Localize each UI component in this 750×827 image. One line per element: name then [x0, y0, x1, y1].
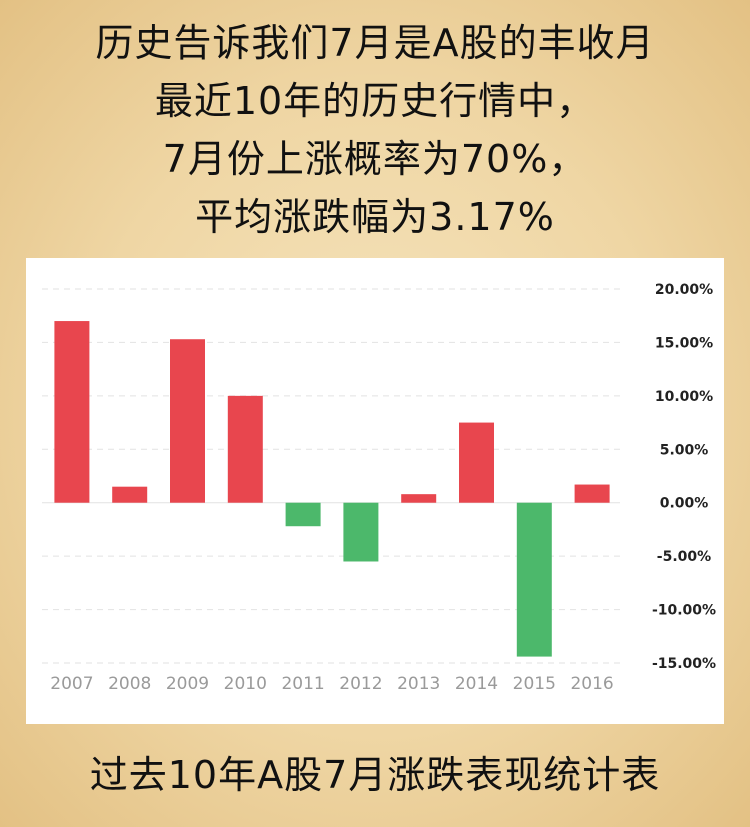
- bar-2013: [401, 494, 437, 503]
- chart-panel: 20.00% 15.00% 10.00% 5.00% 0.00% -5.00% -10.00…: [26, 258, 724, 724]
- headline: 历史告诉我们7月是A股的丰收月 最近10年的历史行情中， 7月份上涨概率为70%…: [0, 14, 750, 246]
- x-tick-label: 2013: [397, 674, 440, 694]
- bar-2015: [516, 502, 552, 657]
- x-tick-label: 2012: [339, 674, 382, 694]
- bar-2016: [574, 484, 610, 503]
- bar-2012: [343, 502, 379, 562]
- x-tick-label: 2010: [224, 674, 267, 694]
- x-tick-label: 2015: [513, 674, 556, 694]
- y-tick-label: 15.00%: [655, 335, 713, 351]
- x-tick-label: 2007: [50, 674, 93, 694]
- y-tick-label: 0.00%: [660, 496, 709, 512]
- y-tick-label: -10.00%: [652, 603, 716, 619]
- headline-line-1: 历史告诉我们7月是A股的丰收月: [95, 21, 655, 65]
- bar-2010: [227, 395, 263, 503]
- bar-2014: [459, 422, 494, 503]
- y-tick-label: -5.00%: [657, 549, 711, 565]
- y-tick-label: 10.00%: [655, 389, 713, 405]
- x-tick-label: 2009: [166, 674, 209, 694]
- y-axis-tick-labels: 20.00% 15.00% 10.00% 5.00% 0.00% -5.00% -10.00…: [652, 282, 716, 672]
- headline-line-4: 平均涨跌幅为3.17%: [195, 195, 555, 239]
- x-tick-label: 2016: [570, 674, 613, 694]
- headline-line-3: 7月份上涨概率为70%，: [162, 137, 588, 181]
- headline-line-2: 最近10年的历史行情中，: [154, 79, 596, 123]
- bar-2007: [54, 321, 90, 503]
- x-tick-label: 2008: [108, 674, 151, 694]
- bar-2009: [170, 339, 205, 503]
- x-axis-tick-labels: 2007 2008 2009 2010 2011 2012 2013 2014 2015 2016: [50, 674, 613, 694]
- y-tick-label: 5.00%: [660, 442, 709, 458]
- footer-caption: 过去10年A股7月涨跌表现统计表: [89, 753, 661, 797]
- x-tick-label: 2011: [281, 674, 324, 694]
- y-tick-label: 20.00%: [655, 282, 713, 298]
- bar-chart: 20.00% 15.00% 10.00% 5.00% 0.00% -5.00% -10.00…: [42, 282, 716, 694]
- x-tick-label: 2014: [455, 674, 498, 694]
- y-tick-label: -15.00%: [652, 656, 716, 672]
- bar-2011: [285, 502, 321, 527]
- bar-2008: [112, 486, 148, 503]
- bars: [54, 321, 610, 657]
